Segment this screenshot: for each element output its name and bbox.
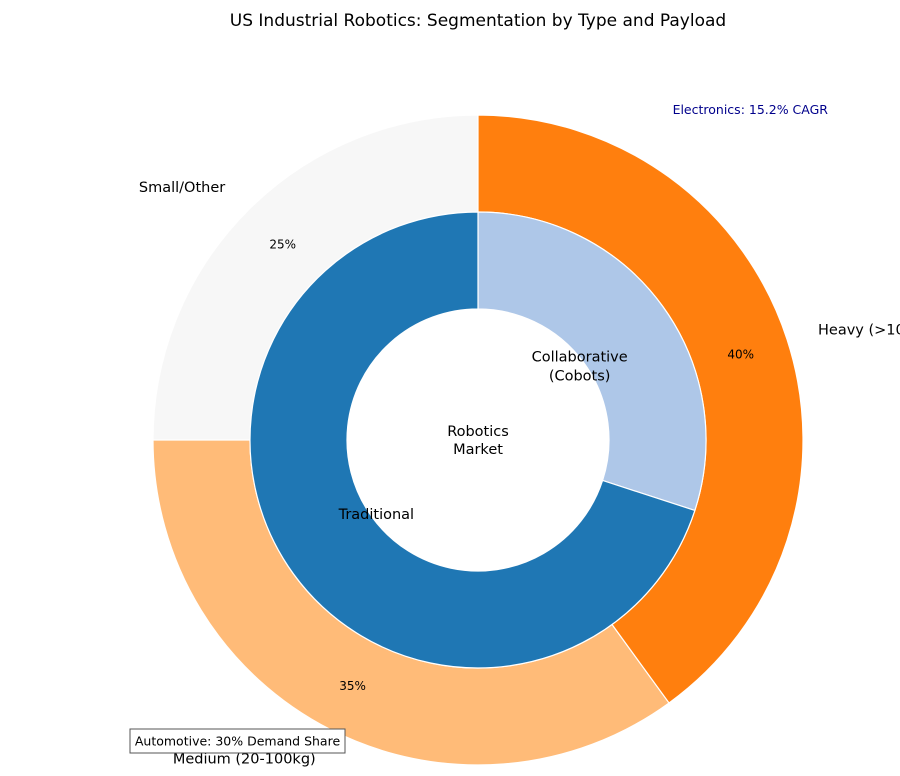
outer-slice-percent-heavy-100kg: 40% bbox=[727, 348, 754, 362]
annotation-electronics: Electronics: 15.2% CAGR bbox=[673, 102, 829, 117]
outer-slice-label-medium-20-100kg: Medium (20-100kg) bbox=[173, 752, 316, 768]
inner-slice-label-collaborative-cobots: Collaborative (Cobots) bbox=[532, 350, 628, 385]
inner-slice-collaborative-cobots bbox=[477, 211, 707, 512]
inner-slice-label-traditional: Traditional bbox=[338, 507, 415, 523]
chart-title: US Industrial Robotics: Segmentation by … bbox=[230, 11, 726, 31]
annotations: Electronics: 15.2% CAGR Automotive: 30% D… bbox=[129, 102, 829, 754]
center-text: Robotics Market bbox=[447, 424, 509, 458]
outer-slice-label-heavy-100kg: Heavy (>100kg) bbox=[818, 323, 900, 339]
inner-slice-traditional bbox=[249, 211, 696, 669]
center-label: Robotics Market bbox=[447, 424, 509, 458]
annotation-automotive: Automotive: 30% Demand Share bbox=[135, 734, 341, 749]
inner-ring bbox=[249, 211, 707, 669]
annotation-automotive-box bbox=[129, 728, 346, 754]
chart-labels: 25% Small/Other 35% Medium (20-100kg) 40% Hea… bbox=[139, 180, 900, 767]
outer-slice-percent-medium-20-100kg: 35% bbox=[339, 679, 366, 693]
outer-slice-percent-small-other: 25% bbox=[269, 238, 296, 252]
outer-slice-label-small-other: Small/Other bbox=[139, 180, 225, 196]
